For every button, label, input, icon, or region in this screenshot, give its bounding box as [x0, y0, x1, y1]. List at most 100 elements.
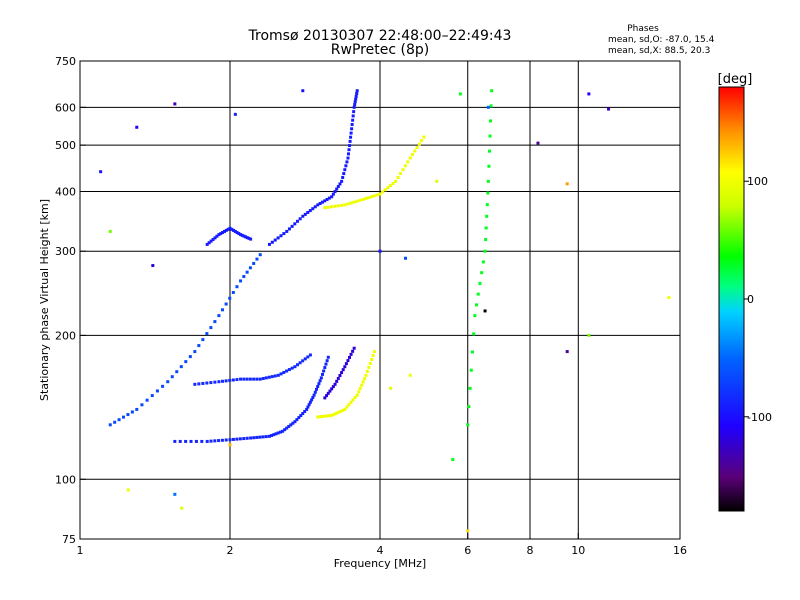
data-point [587, 92, 591, 96]
data-point [228, 438, 232, 442]
data-point [228, 378, 232, 382]
data-point [242, 234, 246, 238]
data-point [117, 418, 121, 422]
data-point [273, 238, 277, 242]
data-point [249, 436, 253, 440]
data-point [466, 529, 470, 533]
x-axis-label: Frequency [MHz] [334, 557, 426, 570]
data-point [346, 359, 350, 363]
data-point [285, 369, 289, 373]
data-point [232, 228, 236, 232]
data-point [108, 229, 112, 233]
x-tick-label: 6 [464, 544, 471, 557]
data-point [189, 439, 193, 443]
data-point [325, 414, 329, 418]
data-point [179, 365, 183, 369]
data-point [245, 436, 249, 440]
data-point [331, 192, 335, 196]
y-tick-label: 200 [55, 329, 76, 342]
data-point [320, 200, 324, 204]
data-point [333, 382, 337, 386]
y-tick-label: 300 [55, 245, 76, 258]
data-point [327, 196, 331, 200]
data-point [255, 257, 259, 261]
data-point [349, 201, 353, 205]
data-point [336, 376, 340, 380]
data-point [235, 437, 239, 441]
data-point [344, 164, 348, 168]
data-point [217, 380, 221, 384]
data-point [351, 398, 355, 402]
data-point [201, 381, 205, 385]
data-point [383, 188, 387, 192]
data-point [278, 430, 282, 434]
data-point [248, 266, 252, 270]
colorbar-tick-label: -100 [747, 411, 772, 424]
data-point [319, 376, 323, 380]
data-point [301, 89, 305, 93]
data-point [351, 349, 355, 353]
data-point [252, 436, 256, 440]
data-point [221, 308, 225, 312]
data-point [166, 380, 170, 384]
data-point [282, 370, 286, 374]
data-point [258, 253, 262, 257]
data-point [358, 198, 362, 202]
data-point [326, 205, 330, 209]
data-point [399, 172, 403, 176]
data-point [217, 439, 221, 443]
data-point [173, 102, 177, 106]
data-point [403, 164, 407, 168]
data-point [295, 418, 299, 422]
data-point [333, 204, 337, 208]
data-point [352, 346, 356, 350]
data-point [279, 372, 283, 376]
data-point [340, 371, 344, 375]
data-point [197, 382, 201, 386]
data-point [279, 234, 283, 238]
data-point [332, 412, 336, 416]
data-point [308, 400, 312, 404]
data-point [486, 179, 490, 183]
data-point [360, 383, 364, 387]
data-point [341, 408, 345, 412]
data-point [339, 203, 343, 207]
data-point [299, 414, 303, 418]
data-point [209, 381, 213, 385]
y-tick-label: 100 [55, 473, 76, 486]
x-tick-label: 4 [377, 544, 384, 557]
data-point [667, 296, 671, 300]
data-point [289, 423, 293, 427]
data-point [487, 149, 491, 153]
data-point [184, 360, 188, 364]
data-point [348, 144, 352, 148]
data-point [298, 361, 302, 365]
data-point [490, 89, 494, 93]
data-point [296, 363, 300, 367]
data-point [370, 357, 374, 361]
data-point [173, 439, 177, 443]
data-point [293, 365, 297, 369]
data-point [345, 405, 349, 409]
data-point [315, 387, 319, 391]
data-point [458, 92, 462, 96]
data-point [352, 200, 356, 204]
data-point [245, 270, 249, 274]
data-point [113, 420, 117, 424]
data-point [343, 365, 347, 369]
data-point [485, 203, 489, 207]
data-point [468, 386, 472, 390]
data-point [207, 241, 211, 245]
data-point [273, 374, 277, 378]
data-point [327, 414, 331, 418]
data-point [205, 439, 209, 443]
data-point [155, 389, 159, 393]
x-tick-label: 8 [527, 544, 534, 557]
data-point [487, 164, 491, 168]
data-point [320, 414, 324, 418]
data-point [357, 390, 361, 394]
data-point [239, 279, 243, 283]
data-point [228, 296, 232, 300]
data-point [213, 236, 217, 240]
data-point [343, 203, 347, 207]
